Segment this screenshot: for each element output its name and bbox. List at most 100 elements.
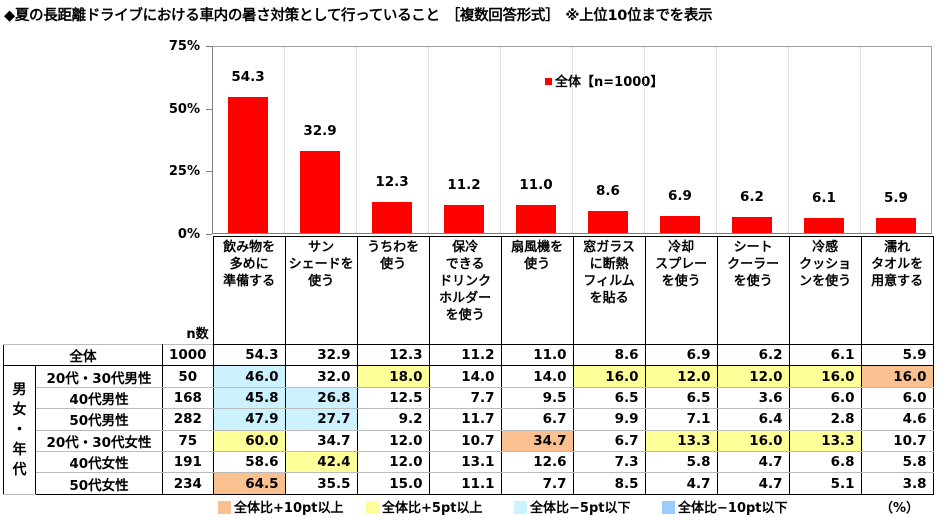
grid-line xyxy=(428,47,429,233)
bar xyxy=(228,96,268,233)
value-cell: 13.3 xyxy=(788,429,862,452)
bar-value-label: 11.0 xyxy=(519,177,553,194)
total-row: 全体 1000 54.3 32.9 12.3 11.2 11.0 8.6 6.9 6.2 6.1 5.… xyxy=(3,343,934,367)
value-cell: 4.7 xyxy=(644,472,718,495)
group-label: 男女・年代 xyxy=(3,365,36,495)
column-header-line: うちわを xyxy=(367,240,420,255)
legend-swatch-icon xyxy=(218,501,231,514)
value-cell: 6.7 xyxy=(572,429,646,452)
value-cell: 9.9 xyxy=(572,408,646,431)
row-label: 50代男性 xyxy=(35,408,163,431)
bar xyxy=(444,204,484,233)
title-note: ※上位10位までを表示 xyxy=(565,8,713,24)
column-header: 飲み物を 多めに 準備する xyxy=(212,236,286,345)
value-cell: 35.5 xyxy=(284,472,358,495)
table-row: 50代男性 282 47.9 27.7 9.2 11.7 6.7 9.9 7.1 6.4 2.8 4.… xyxy=(4,408,934,431)
column-header-line: 冷感 xyxy=(812,240,839,255)
corner-blank xyxy=(4,237,163,345)
title-format: ［複数回答形式］ xyxy=(445,8,560,24)
value-cell: 32.0 xyxy=(284,365,358,388)
value-cell: 34.7 xyxy=(500,429,574,452)
bar-value-label: 54.3 xyxy=(231,68,265,85)
value-cell: 16.0 xyxy=(788,365,862,388)
row-label: 20代・30代女性 xyxy=(35,429,163,452)
value-cell: 60.0 xyxy=(212,429,286,452)
bar-value-label: 6.1 xyxy=(812,189,836,206)
value-cell: 5.1 xyxy=(788,472,862,495)
bar xyxy=(876,218,916,233)
value-cell: 34.7 xyxy=(284,429,358,452)
crosstab-table: n数 飲み物を 多めに 準備する サン シェードを 使う うちわを 使う 保冷 できる ドリンク ホルダ… xyxy=(3,236,934,495)
value-cell: 13.3 xyxy=(644,429,718,452)
value-cell: 54.3 xyxy=(212,343,286,367)
value-cell: 11.7 xyxy=(428,408,502,431)
value-cell: 12.0 xyxy=(356,450,430,474)
value-cell: 8.6 xyxy=(572,343,646,367)
column-header-line: スプレー xyxy=(655,257,708,272)
bar-plot-area: 全体【n=1000】 54.3 32.9 12.3 11.2 11.0 8.6 6.9 6.2… xyxy=(212,46,932,234)
chart-title: ◆夏の長距離ドライブにおける車内の暑さ対策として行っていること ［複数回答形式］ ※… xyxy=(4,4,713,25)
grid-line xyxy=(860,47,861,233)
footer-legend-label: 全体比−10pt以下 xyxy=(678,501,788,516)
column-header-line: 窓ガラス xyxy=(583,240,635,255)
bar xyxy=(372,202,412,233)
column-header: 扇風機を 使う xyxy=(500,236,574,345)
value-cell: 7.7 xyxy=(428,386,502,410)
column-header-line: クーラー xyxy=(727,257,780,272)
value-cell: 6.2 xyxy=(716,343,790,367)
n-count: 75 xyxy=(162,429,214,452)
footer-legend-item: 全体比+5pt以上 xyxy=(366,497,482,516)
value-cell: 7.1 xyxy=(644,408,718,431)
column-header-line: ドリンク xyxy=(439,274,492,289)
column-header-line: シート xyxy=(733,240,773,255)
grid-line xyxy=(284,47,285,233)
value-cell: 9.2 xyxy=(356,408,430,431)
bar-value-label: 6.2 xyxy=(740,189,764,206)
value-cell: 11.0 xyxy=(500,343,574,367)
column-header-line: 使う xyxy=(380,257,407,272)
footer-legend-label: 全体比+5pt以上 xyxy=(382,501,483,516)
table-row: 40代女性 191 58.6 42.4 12.0 13.1 12.6 7.3 5.8 4.7 6.8… xyxy=(4,450,934,474)
bar xyxy=(588,211,628,233)
value-cell: 4.6 xyxy=(860,408,934,431)
footer-legend-item: 全体比−5pt以下 xyxy=(514,497,630,516)
footer-legend-item: 全体比+10pt以上 xyxy=(218,497,344,516)
column-header: 冷却 スプレー を使う xyxy=(644,236,718,345)
legend-label: 全体【n=1000】 xyxy=(555,75,664,90)
column-header-line: ンを使う xyxy=(799,274,852,289)
column-header-line: を使う xyxy=(445,308,485,323)
value-cell: 12.6 xyxy=(500,450,574,474)
value-cell: 4.7 xyxy=(716,472,790,495)
footer-legend-item: 全体比−10pt以下 xyxy=(662,497,788,516)
column-header: サン シェードを 使う xyxy=(284,236,358,345)
y-tick-label: 50% xyxy=(168,102,200,117)
grid-line xyxy=(716,47,717,233)
value-cell: 6.0 xyxy=(788,386,862,410)
bar xyxy=(732,217,772,233)
column-header-line: クッショ xyxy=(799,257,852,272)
bar-value-label: 12.3 xyxy=(375,174,409,191)
value-cell: 5.9 xyxy=(860,343,934,367)
value-cell: 6.0 xyxy=(860,386,934,410)
column-header: シート クーラー を使う xyxy=(716,236,790,345)
column-header-line: 使う xyxy=(524,257,551,272)
value-cell: 16.0 xyxy=(572,365,646,388)
value-cell: 5.8 xyxy=(644,450,718,474)
table-row: 20代・30代女性 75 60.0 34.7 12.0 10.7 34.7 6.7 13.3 16… xyxy=(4,429,934,452)
column-header-line: 多めに xyxy=(229,257,269,272)
value-cell: 18.0 xyxy=(356,365,430,388)
value-cell: 27.7 xyxy=(284,408,358,431)
n-count: 168 xyxy=(162,386,214,410)
column-header-line: に断熱 xyxy=(589,257,629,272)
value-cell: 12.3 xyxy=(356,343,430,367)
column-header: 保冷 できる ドリンク ホルダー を使う xyxy=(428,236,502,345)
column-header-line: ホルダー xyxy=(439,291,492,306)
row-label: 全体 xyxy=(3,343,163,367)
column-header-line: 冷却 xyxy=(668,240,695,255)
column-header-line: 準備する xyxy=(223,274,276,289)
grid-line xyxy=(356,47,357,233)
n-count: 191 xyxy=(162,450,214,474)
value-cell: 46.0 xyxy=(212,365,286,388)
value-cell: 12.0 xyxy=(356,429,430,452)
bar xyxy=(804,217,844,233)
